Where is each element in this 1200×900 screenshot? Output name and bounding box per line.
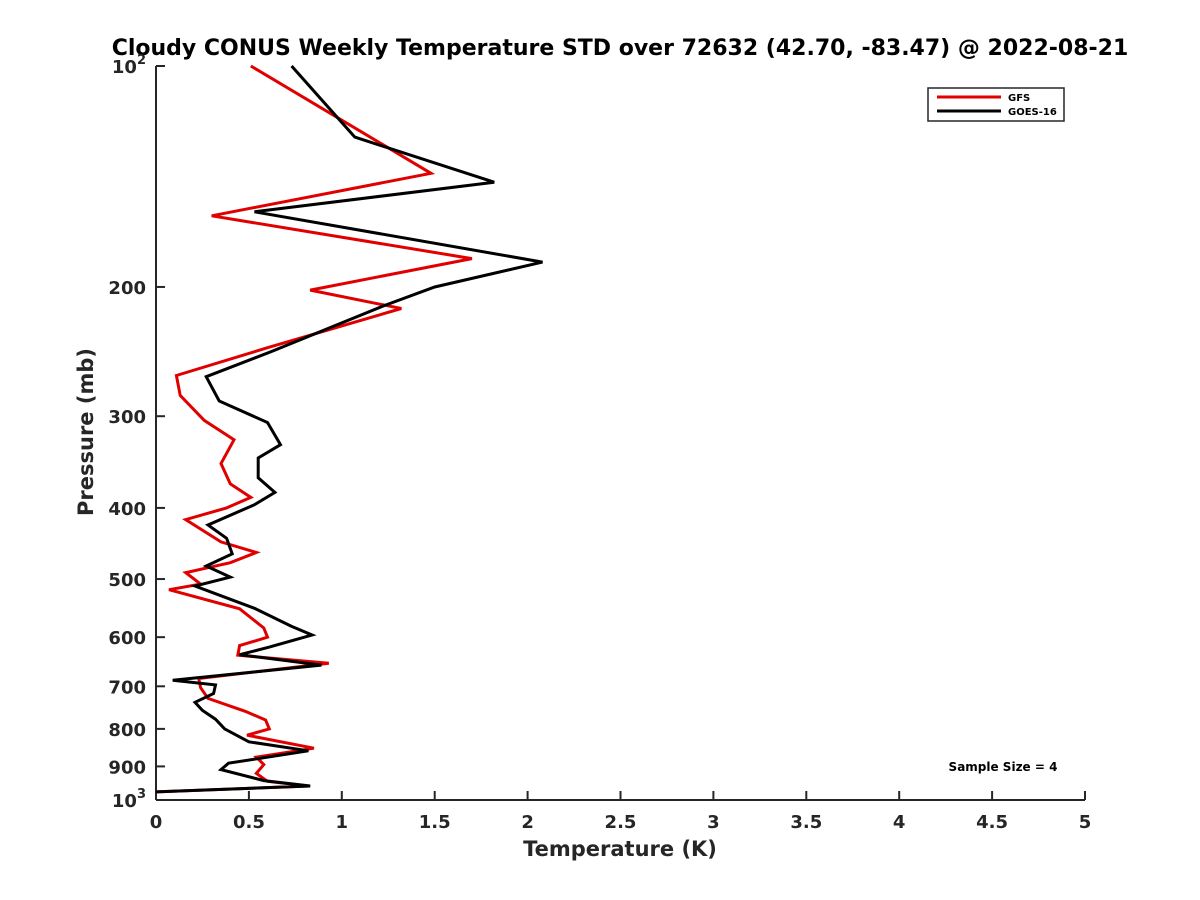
x-axis-label: Temperature (K) [523,837,717,861]
axes: 0 0.5 1 1.5 2 2.5 3 3.5 4 4.5 51022003004005006007… [108,53,1091,833]
y-tick-label: 600 [108,628,146,649]
y-tick-label-base: 500 [108,570,146,591]
y-tick-label: 500 [108,570,146,591]
y-tick-label-exponent: 3 [137,787,146,802]
y-tick-label-base: 10 [112,57,137,78]
x-tick-label: 4 [893,812,906,833]
sample-size-annotation: Sample Size = 4 [949,760,1058,774]
x-tick-label: 4.5 [976,812,1008,833]
x-tick-label: 0 [150,812,163,833]
y-tick-label: 800 [108,720,146,741]
legend-box [927,87,1065,122]
series-line-goes-16 [155,65,543,794]
y-tick-label: 102 [112,53,146,78]
x-tick-label: 1.5 [419,812,451,833]
y-tick-label-base: 800 [108,720,146,741]
y-tick-label: 700 [108,677,146,698]
x-tick-label: 5 [1079,812,1092,833]
y-tick-label-base: 700 [108,677,146,698]
y-axis-label: Pressure (mb) [74,348,98,516]
y-tick-label-base: 600 [108,628,146,649]
y-tick-label: 900 [108,757,146,778]
y-tick-label: 200 [108,278,146,299]
x-tick-label: 3.5 [790,812,822,833]
series-line-gfs [155,64,473,794]
x-tick-label: 2.5 [605,812,637,833]
series-group [155,64,543,794]
y-tick-label-base: 400 [108,499,146,520]
y-tick-label-exponent: 2 [137,53,146,68]
y-tick-label-base: 200 [108,278,146,299]
y-tick-label-base: 900 [108,757,146,778]
x-tick-label: 1 [336,812,349,833]
x-tick-label: 3 [707,812,720,833]
x-tick-label: 0.5 [233,812,265,833]
y-tick-label: 300 [108,407,146,428]
chart-title: Cloudy CONUS Weekly Temperature STD over… [112,36,1129,61]
y-tick-label-base: 300 [108,407,146,428]
legend-label-goes-16: GOES-16 [1008,107,1057,118]
x-tick-label: 2 [521,812,534,833]
legend: GFS GOES-16 [927,87,1065,122]
legend-label-gfs: GFS [1008,93,1030,104]
y-tick-label-base: 10 [112,791,137,812]
y-tick-label: 400 [108,499,146,520]
y-tick-label: 103 [112,787,146,812]
